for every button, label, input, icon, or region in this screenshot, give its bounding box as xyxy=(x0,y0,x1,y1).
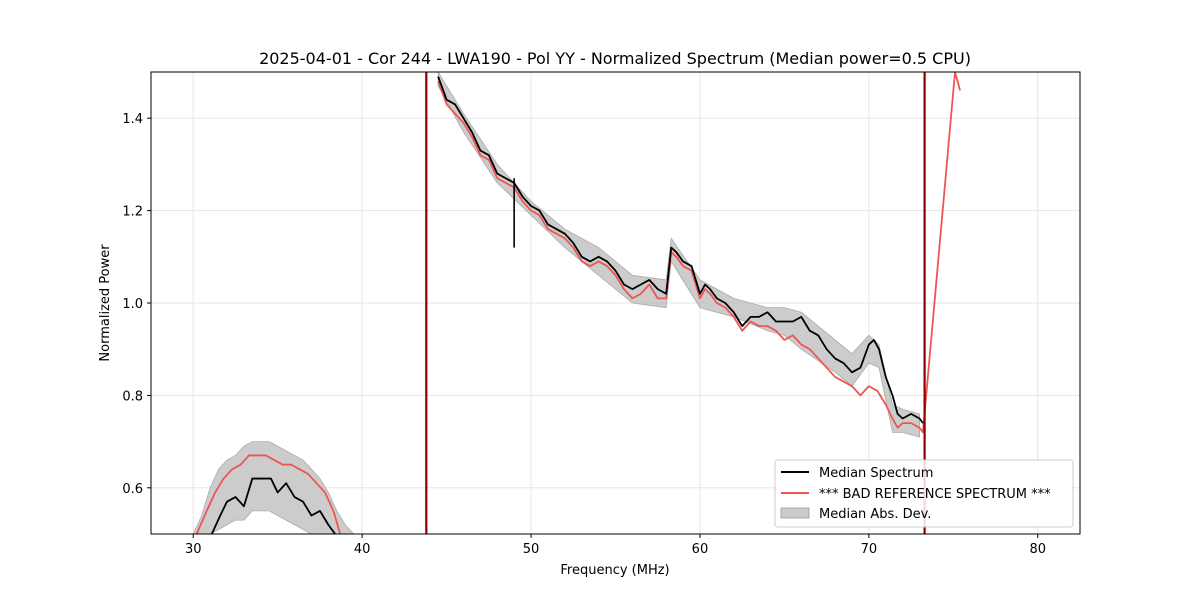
x-tick-label: 30 xyxy=(185,542,202,557)
x-tick-label: 50 xyxy=(523,542,540,557)
y-tick-label: 1.0 xyxy=(122,297,143,312)
tick-layer: 30 40 50 60 70 80 0.6 0.8 1.0 1.2 1.4 xyxy=(122,112,1046,557)
reference-spectrum-line xyxy=(437,72,961,434)
median-spectrum-line xyxy=(210,477,336,534)
series-layer xyxy=(195,72,961,534)
legend-frame xyxy=(774,459,1074,528)
x-tick-label: 40 xyxy=(354,542,371,557)
x-tick-label: 60 xyxy=(692,542,709,557)
y-tick-label: 1.2 xyxy=(122,205,143,220)
x-tick-label: 70 xyxy=(861,542,878,557)
y-tick-label: 0.8 xyxy=(122,389,143,404)
legend-label-median: Median Spectrum xyxy=(819,466,933,481)
median-spectrum-line xyxy=(437,76,924,424)
legend: Median Spectrum *** BAD REFERENCE SPECTR… xyxy=(774,459,1074,528)
y-tick-label: 0.6 xyxy=(122,482,143,497)
legend-label-reference: *** BAD REFERENCE SPECTRUM *** xyxy=(819,487,1051,502)
mad-band-area xyxy=(192,441,355,534)
x-axis-label: Frequency (MHz) xyxy=(560,563,669,578)
legend-swatch-mad xyxy=(780,507,810,519)
y-tick-label: 1.4 xyxy=(122,112,143,127)
reference-spectrum-line xyxy=(195,454,342,534)
legend-label-mad: Median Abs. Dev. xyxy=(819,507,931,522)
chart-title: 2025-04-01 - Cor 244 - LWA190 - Pol YY -… xyxy=(259,49,971,68)
y-axis-label: Normalized Power xyxy=(98,244,113,362)
x-tick-label: 80 xyxy=(1029,542,1046,557)
